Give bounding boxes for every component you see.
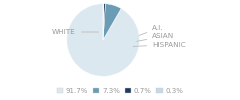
Wedge shape — [103, 4, 121, 40]
Wedge shape — [103, 4, 104, 40]
Text: A.I.: A.I. — [139, 25, 164, 35]
Text: HISPANIC: HISPANIC — [133, 42, 186, 48]
Legend: 91.7%, 7.3%, 0.7%, 0.3%: 91.7%, 7.3%, 0.7%, 0.3% — [54, 85, 186, 96]
Text: ASIAN: ASIAN — [137, 33, 174, 41]
Text: WHITE: WHITE — [52, 29, 98, 35]
Wedge shape — [103, 4, 105, 40]
Wedge shape — [67, 4, 139, 76]
